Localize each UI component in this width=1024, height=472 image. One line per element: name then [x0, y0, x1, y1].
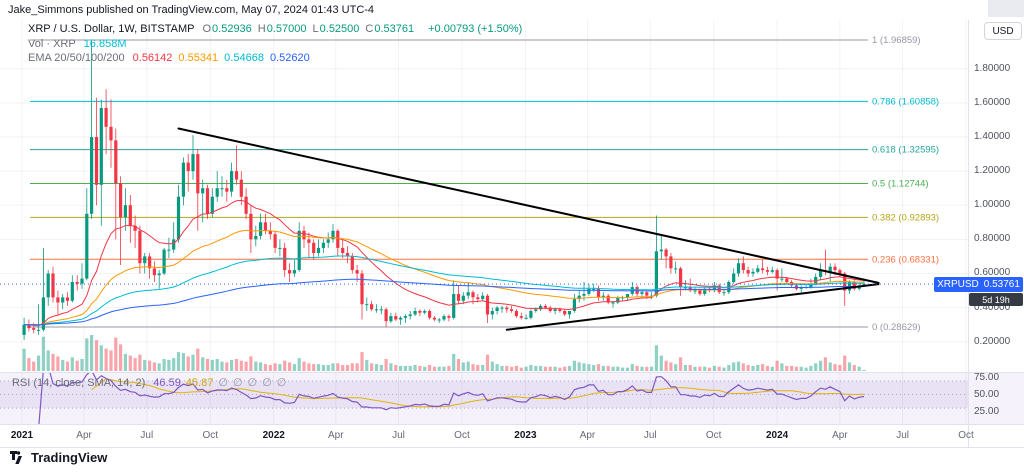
ema-value-20: 0.56142 — [132, 52, 173, 64]
fib-label-1[interactable]: 1 (1.96859) — [872, 35, 921, 46]
ohlc-c: C0.53761 — [365, 23, 415, 35]
rsi-legend-value: ∅ — [218, 377, 228, 389]
ema-value-50: 0.55341 — [178, 52, 219, 64]
symbol-legend-row: XRP / U.S. Dollar, 1W, BITSTAMP O0.52936… — [28, 23, 522, 35]
badge-symbol: XRPUSD — [937, 279, 979, 290]
badge-price: 0.53761 — [983, 279, 1020, 290]
gridlines — [0, 20, 968, 424]
volume-legend-row: Vol · XRP 16.858M — [28, 38, 127, 50]
candlestick-series — [22, 39, 866, 340]
fib-label-0.236[interactable]: 0.236 (0.68331) — [872, 254, 939, 265]
tradingview-wordmark: TradingView — [31, 450, 108, 465]
rsi-legend-value: ∅ — [276, 377, 287, 389]
bar-countdown-badge: 5d 19h — [969, 293, 1023, 306]
fib-label-0.5[interactable]: 0.5 (1.12744) — [872, 179, 929, 190]
trendlines — [177, 127, 880, 331]
rsi-lines — [38, 373, 865, 424]
rsi-legend-value: 46.59 — [153, 377, 181, 389]
fib-retracement: 1 (1.96859) 0.786 (1.60858) 0.618 (1.32595… — [30, 35, 939, 333]
trendline-lower[interactable] — [505, 283, 880, 331]
ema-200-line[interactable] — [24, 278, 864, 326]
rsi-legend-row: RSI (14, close, SMA, 14, 2) 46.59 45.87 ∅ ∅… — [12, 376, 291, 390]
rsi-legend-value: 45.87 — [185, 377, 214, 389]
rsi-values: 46.59 45.87 ∅ ∅ ∅ ∅ ∅ — [153, 376, 291, 389]
rsi-label[interactable]: RSI (14, close, SMA, 14, 2) — [12, 376, 146, 389]
pane-separators — [0, 20, 1024, 448]
currency-label: USD — [992, 25, 1014, 37]
ema-legend-row: EMA 20/50/100/200 0.56142 0.55341 0.54668 0… — [28, 52, 316, 64]
rsi-line — [38, 373, 865, 424]
ohlc-values: O0.52936 H0.57000 L0.52500 C0.53761 — [202, 23, 420, 35]
ema-lines — [24, 199, 865, 327]
tradingview-logo-icon — [10, 451, 22, 464]
symbol-title[interactable]: XRP / U.S. Dollar, 1W, BITSTAMP — [28, 23, 195, 35]
ema-values: 0.56142 0.55341 0.54668 0.52620 — [133, 52, 316, 64]
fib-label-0.382[interactable]: 0.382 (0.92893) — [872, 212, 939, 223]
volume-value: 16.858M — [83, 38, 127, 50]
fib-label-0[interactable]: 0 (0.28629) — [872, 322, 921, 333]
ema-value-100: 0.54668 — [224, 52, 264, 64]
ohlc-l: L0.52500 — [312, 23, 360, 35]
trendline-upper[interactable] — [177, 127, 880, 284]
ema-100-line[interactable] — [24, 255, 864, 326]
rsi-legend-value: ∅ — [247, 377, 258, 389]
fib-label-0.618[interactable]: 0.618 (1.32595) — [872, 145, 939, 156]
volume-series — [22, 335, 866, 371]
top-right-chrome — [988, 0, 1024, 17]
ohlc-o: O0.52936 — [202, 23, 252, 35]
rsi-legend-value: ∅ — [232, 377, 243, 389]
fib-label-0.786[interactable]: 0.786 (1.60858) — [872, 96, 939, 107]
ema-label[interactable]: EMA 20/50/100/200 — [28, 52, 125, 64]
tradingview-watermark[interactable]: TradingView — [10, 450, 107, 465]
currency-usd-button[interactable]: USD — [984, 22, 1022, 40]
volume-label[interactable]: Vol · XRP — [28, 38, 76, 50]
ohlc-h: H0.57000 — [257, 23, 307, 35]
change-value: +0.00793 (+1.50%) — [428, 23, 523, 35]
published-line: Jake_Simmons published on TradingView.co… — [8, 4, 375, 16]
ema-50-line[interactable] — [24, 229, 865, 326]
rsi-legend-value: ∅ — [262, 377, 272, 389]
ema-value-200: 0.52620 — [269, 52, 310, 64]
last-price-badge[interactable]: XRPUSD 0.53761 — [934, 277, 1023, 292]
